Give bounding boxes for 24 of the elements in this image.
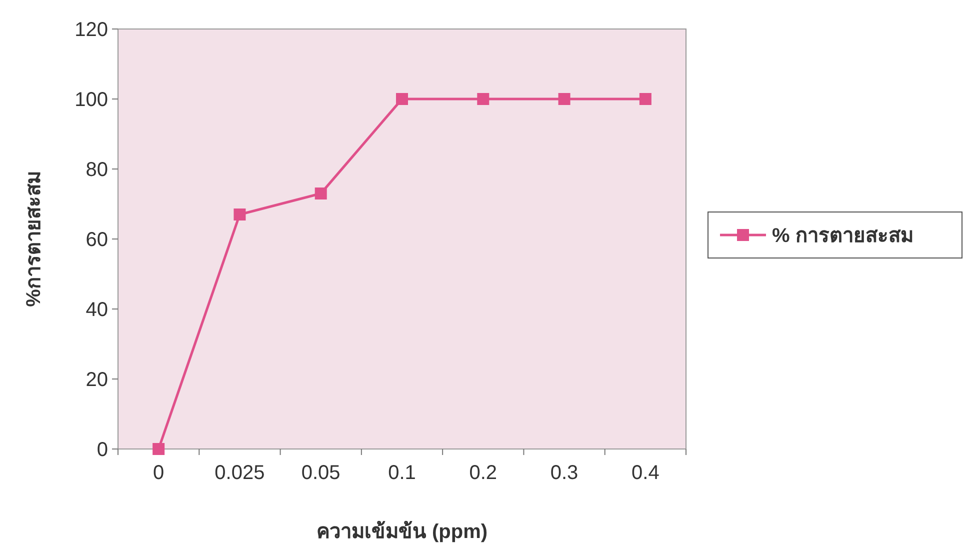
point xyxy=(477,93,490,105)
x-tick-label: 0 xyxy=(153,462,164,484)
x-axis-title: ความเข้มข้น (ppm) xyxy=(316,520,488,543)
point xyxy=(234,208,246,220)
x-tick-label: 0.2 xyxy=(469,462,498,484)
y-tick-label: 120 xyxy=(74,19,108,41)
point xyxy=(396,93,408,105)
y-tick-label: 40 xyxy=(86,299,108,321)
x-tick-label: 0.025 xyxy=(214,462,265,484)
legend-label: % การตายสะสม xyxy=(772,225,914,247)
y-tick-label: 100 xyxy=(74,89,108,111)
y-tick-label: 60 xyxy=(86,229,108,251)
point xyxy=(152,443,165,455)
x-tick-label: 0.3 xyxy=(550,462,578,484)
point xyxy=(314,188,327,200)
y-tick-label: 0 xyxy=(96,439,108,461)
x-tick-label: 0.1 xyxy=(388,462,416,484)
point xyxy=(558,93,570,105)
x-tick-label: 0.4 xyxy=(632,462,660,484)
x-tick-label: 0.05 xyxy=(301,462,340,484)
y-tick-label: 80 xyxy=(86,159,108,181)
y-tick-label: 20 xyxy=(86,369,108,391)
point xyxy=(639,93,652,105)
y-axis-title: %การตายสะสม xyxy=(23,171,45,307)
